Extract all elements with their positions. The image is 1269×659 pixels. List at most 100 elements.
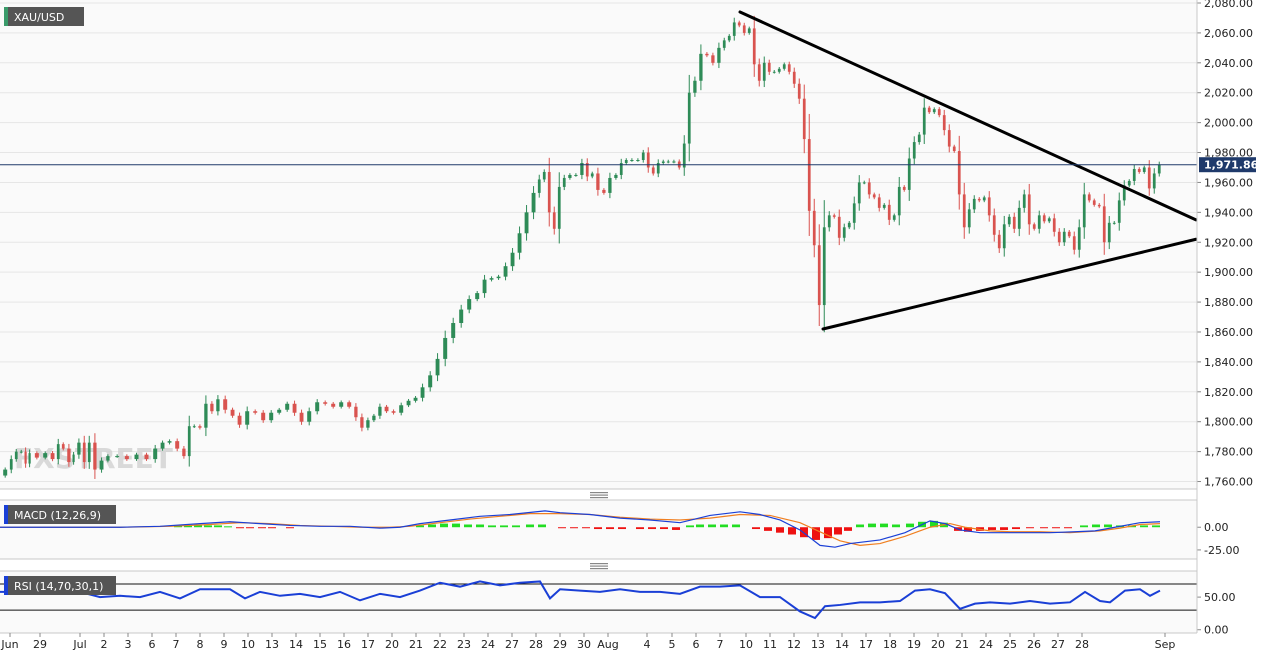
candle-body — [406, 400, 411, 406]
candle-body — [56, 444, 60, 460]
macd-histogram-bar — [1104, 524, 1112, 528]
macd-histogram-bar — [906, 523, 914, 528]
macd-y-axis: 0.00 -25.00 — [1197, 521, 1239, 557]
candle-body — [372, 415, 376, 421]
candle-body — [562, 177, 566, 187]
macd-histogram-bar — [868, 523, 876, 528]
price-y-tick-label: 2,080.00 — [1204, 0, 1253, 10]
macd-histogram-bar — [800, 527, 808, 538]
candle-body — [198, 426, 202, 428]
candle-body — [1047, 218, 1051, 222]
trendline — [738, 10, 1198, 222]
x-tick-label: 24 — [481, 638, 495, 651]
x-tick-label: 27 — [1051, 638, 1065, 651]
price-y-tick-label: 1,820.00 — [1204, 386, 1253, 399]
x-tick-label: 4 — [644, 638, 651, 651]
x-tick-label: 21 — [409, 638, 423, 651]
x-tick-label: 7 — [173, 638, 180, 651]
candle-body — [962, 194, 966, 228]
symbol-tag-bg — [4, 7, 84, 26]
macd-histogram-bar — [892, 524, 900, 528]
candle-body — [482, 279, 487, 294]
candle-body — [787, 64, 791, 72]
macd-histogram-bar — [844, 527, 852, 531]
macd-histogram-bar — [824, 527, 832, 539]
candle-body — [175, 441, 180, 449]
candle-body — [34, 453, 39, 458]
candle-body — [757, 64, 761, 81]
candle-body — [590, 173, 594, 177]
rsi-resize-handle[interactable] — [590, 563, 608, 570]
price-y-tick-label: 1,900.00 — [1204, 266, 1253, 279]
macd-histogram-bar — [258, 527, 266, 529]
candle-body — [574, 174, 578, 176]
macd-histogram-bar — [570, 527, 578, 529]
candle-body — [517, 233, 522, 253]
macd-histogram-bar — [204, 525, 212, 528]
candle-body — [907, 158, 911, 190]
x-axis: Jun 29 Jul 2 3 6 7 8 9 10 13 14 15 16 17 20 21 22 23 24 27 28… — [0, 633, 1175, 651]
symbol-tag: XAU/USD — [4, 7, 84, 26]
last-price-tag: 1,971.86 — [1199, 157, 1259, 173]
macd-histogram-bar — [246, 527, 254, 529]
candle-body — [24, 451, 27, 464]
candle-body — [767, 62, 771, 72]
rsi-label-tag: RSI (14,70,30,1) — [4, 576, 116, 595]
candle-body — [997, 234, 1001, 249]
macd-resize-handle[interactable] — [590, 492, 608, 499]
candle-body — [1092, 200, 1096, 205]
price-y-tick-label: 1,780.00 — [1204, 446, 1253, 459]
x-tick-label: 9 — [221, 638, 228, 651]
candle-body — [160, 442, 165, 449]
candle-body — [747, 28, 751, 33]
symbol-tag-accent — [4, 7, 8, 26]
x-tick-label: 20 — [385, 638, 399, 651]
candle-body — [413, 397, 418, 401]
candle-body — [937, 109, 941, 116]
macd-histogram-bar — [428, 524, 436, 528]
candle-body — [3, 469, 8, 476]
candle-body — [892, 215, 896, 220]
candle-body — [99, 460, 104, 470]
price-y-tick-label: 1,860.00 — [1204, 326, 1253, 339]
candle-body — [50, 453, 55, 460]
macd-histogram-bar — [812, 527, 820, 540]
candle-body — [842, 227, 846, 238]
x-tick-label: 25 — [1003, 638, 1017, 651]
candle-body — [972, 198, 976, 210]
candle-body — [557, 186, 561, 229]
macd-histogram-bar — [488, 525, 496, 528]
candle-body — [167, 441, 172, 443]
x-tick-label: 28 — [529, 638, 543, 651]
candle-body — [852, 203, 856, 223]
candle-body — [711, 55, 715, 63]
x-tick-label: 6 — [149, 638, 156, 651]
candle-body — [1152, 173, 1156, 189]
candle-body — [67, 448, 71, 463]
candle-body — [443, 337, 448, 359]
candle-body — [459, 309, 464, 324]
macd-histogram-bar — [452, 523, 460, 528]
x-tick-label: 8 — [197, 638, 204, 651]
candle-body — [366, 420, 370, 428]
candle-body — [467, 299, 472, 310]
candle-body — [187, 426, 191, 457]
price-y-tick-label: 2,040.00 — [1204, 57, 1253, 70]
candle-body — [331, 403, 336, 407]
candle-body — [752, 28, 756, 65]
candle-body — [847, 222, 851, 228]
x-tick-label: Jul — [72, 638, 86, 651]
candle-body — [223, 399, 228, 410]
macd-histogram-bar — [988, 527, 996, 530]
candle-body — [902, 186, 906, 190]
macd-histogram-bar — [764, 527, 772, 531]
x-tick-label: 29 — [553, 638, 567, 651]
candle-body — [1002, 224, 1006, 249]
x-tick-label: 17 — [859, 638, 873, 651]
candle-body — [977, 198, 981, 201]
candle-body — [1157, 164, 1161, 174]
candle-body — [727, 35, 731, 41]
macd-histogram-bar — [440, 523, 448, 528]
candle-body — [666, 161, 670, 163]
